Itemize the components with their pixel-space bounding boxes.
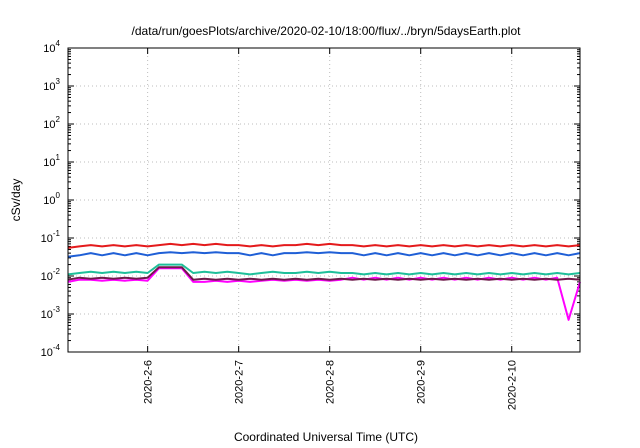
y-axis-label: cSv/day xyxy=(9,179,23,222)
series-line-3 xyxy=(67,263,581,276)
y-tick-label: 104 xyxy=(43,39,60,55)
grid-lines xyxy=(68,47,580,353)
x-tick-label: 2020-2-7 xyxy=(234,360,246,404)
y-tick-label: 101 xyxy=(43,153,60,169)
series-line-5 xyxy=(67,266,581,281)
x-tick-labels: 2020-2-6 2020-2-7 2020-2-8 2020-2-9 2020-2-1… xyxy=(143,360,519,410)
y-tick-label: 103 xyxy=(43,77,60,93)
series-line-2 xyxy=(67,251,581,258)
x-tick-label: 2020-2-6 xyxy=(143,360,155,404)
y-tick-label: 10-2 xyxy=(41,267,61,283)
y-tick-label: 10-1 xyxy=(41,229,61,245)
y-tick-label: 10-3 xyxy=(41,305,61,321)
x-tick-label: 2020-2-8 xyxy=(325,360,337,404)
y-tick-labels: 10-4 10-3 10-2 10-1 100 101 102 103 104 xyxy=(41,39,61,359)
x-tick-label: 2020-2-10 xyxy=(507,360,519,410)
plot-frame xyxy=(67,47,581,353)
y-tick-label: 100 xyxy=(43,191,60,207)
y-tick-label: 102 xyxy=(43,115,60,131)
series-line-1 xyxy=(67,242,581,249)
x-axis-label: Coordinated Universal Time (UTC) xyxy=(234,430,418,444)
chart-title: /data/run/goesPlots/archive/2020-02-10/1… xyxy=(132,24,522,38)
x-tick-label: 2020-2-9 xyxy=(416,360,428,404)
series-lines xyxy=(67,242,581,321)
y-tick-label: 10-4 xyxy=(41,343,61,359)
